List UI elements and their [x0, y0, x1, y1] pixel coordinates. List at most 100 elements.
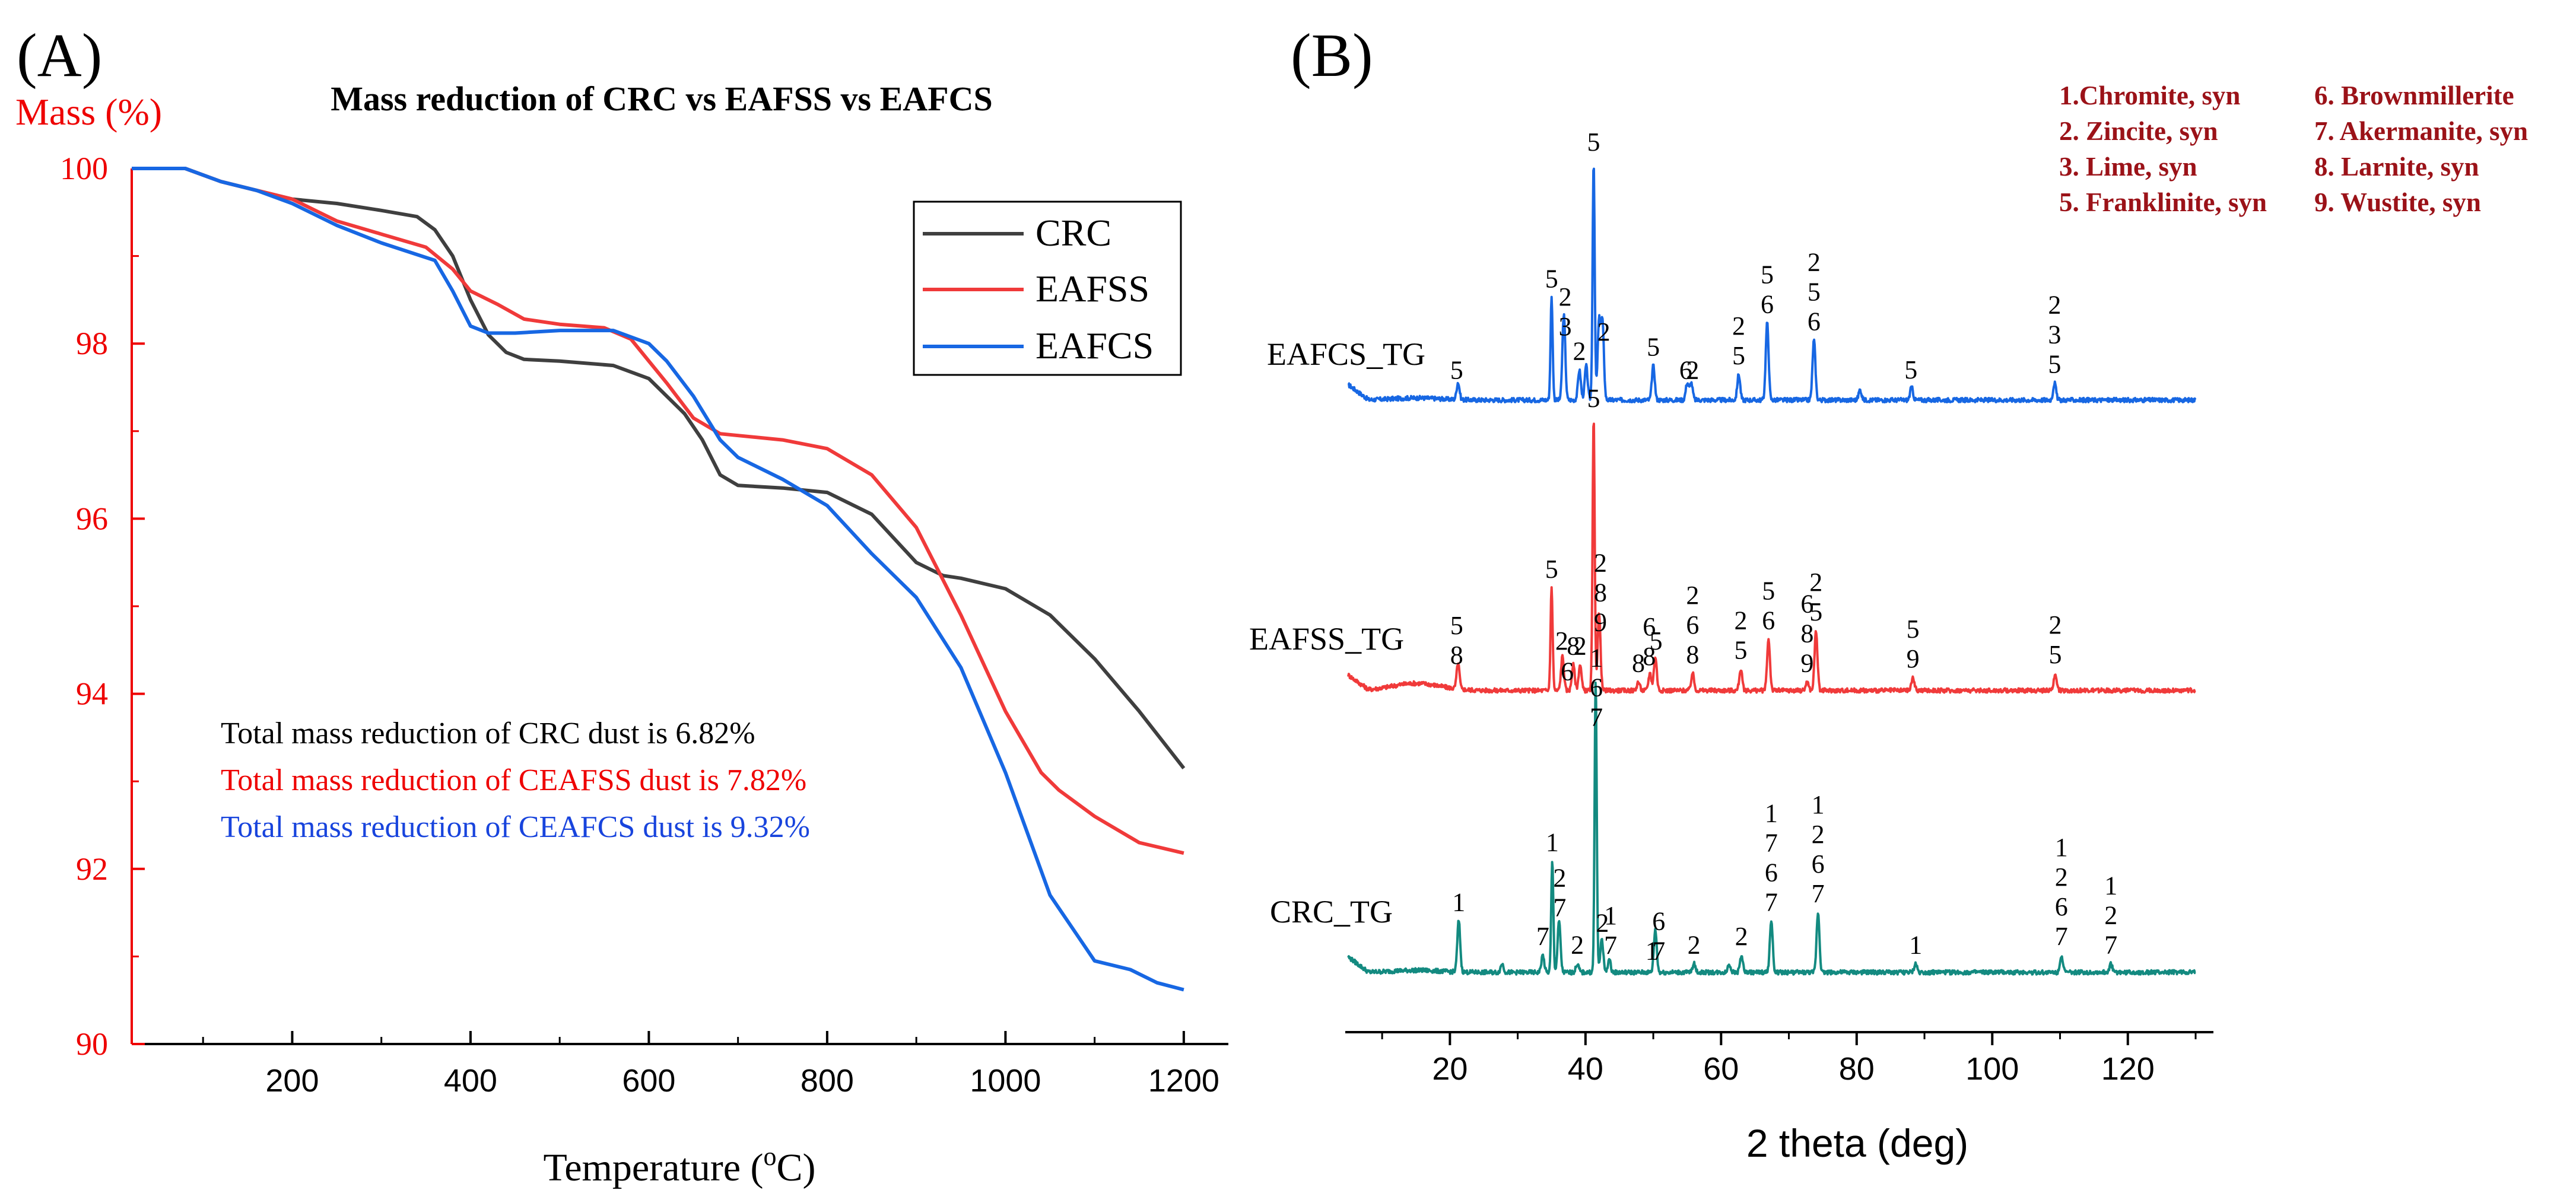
- chart-a-title: Mass reduction of CRC vs EAFSS vs EAFCS: [331, 79, 993, 118]
- peak-label-line: 8: [1643, 642, 1656, 671]
- peak-label-line: 5: [1545, 264, 1558, 293]
- peak-label-line: 6: [1812, 849, 1825, 879]
- peak-label-line: 2: [1555, 626, 1568, 655]
- peak-label-line: 5: [1650, 626, 1663, 655]
- chart-a-xtick-label: 1000: [970, 1063, 1041, 1099]
- peak-label-line: 3: [1559, 312, 1572, 341]
- peak-label: 8: [1632, 648, 1645, 677]
- peak-label: 5: [1545, 264, 1558, 293]
- peak-label-line: 6: [1686, 610, 1699, 639]
- peak-label-line: 7: [1652, 936, 1665, 965]
- chart-a-ytick-label: 94: [76, 676, 108, 712]
- peak-label-line: 6: [1765, 858, 1778, 887]
- peak-label: 2: [1573, 337, 1586, 366]
- peak-label-line: 2: [1594, 549, 1607, 578]
- peak-label-line: 5: [1587, 128, 1600, 157]
- peak-label-line: 2: [1688, 931, 1701, 960]
- annotation-crc: Total mass reduction of CRC dust is 6.82…: [221, 717, 755, 750]
- peak-label-line: 9: [1594, 608, 1607, 637]
- peak-label-line: 5: [1734, 636, 1747, 665]
- peak-label-line: 6: [1561, 657, 1574, 686]
- peak-label-line: 1: [1765, 799, 1778, 828]
- peak-label: 2: [1686, 356, 1699, 385]
- peak-label-line: 5: [1450, 356, 1463, 385]
- peak-label-line: 1: [1812, 790, 1825, 819]
- peak-label-line: 6: [1643, 612, 1656, 641]
- chart-a-ylabel: Mass (%): [15, 91, 162, 133]
- peak-label-line: 3: [2048, 320, 2061, 349]
- peak-label-line: 7: [1765, 829, 1778, 858]
- peak-label-line: 7: [2055, 922, 2068, 951]
- peak-label-line: 7: [1765, 888, 1778, 917]
- peak-label-line: 2: [1596, 908, 1609, 937]
- peak-label-line: 5: [2049, 640, 2062, 669]
- peak-label-line: 2: [1571, 931, 1584, 960]
- peak-label-line: 1: [1590, 644, 1603, 673]
- series-label-eafss: EAFSS_TG: [1249, 621, 1404, 657]
- peak-label-line: 9: [1907, 644, 1920, 673]
- legend-entry-2: 2. Zincite, syn: [2059, 116, 2218, 146]
- chart-a-ytick-label: 100: [60, 151, 108, 186]
- xlabel-tail: C): [777, 1146, 816, 1189]
- peak-label-line: 2: [1735, 922, 1748, 951]
- series-line-eafss: [132, 167, 1184, 855]
- peak-label-line: 2: [1597, 317, 1611, 346]
- peak-label: 5: [1904, 355, 1917, 384]
- peak-label-line: 8: [1567, 632, 1580, 661]
- peak-label-line: 6: [2055, 892, 2068, 921]
- chart-a-xtick-label: 1200: [1148, 1063, 1219, 1099]
- peak-label-line: 6: [1808, 307, 1821, 336]
- peak-label-line: 1: [1452, 888, 1465, 917]
- peak-label-line: 5: [1545, 555, 1558, 584]
- peak-label: 2: [1571, 931, 1584, 960]
- xrd-pattern-crc-tg: [1347, 681, 2196, 976]
- legend-entry-3: 3. Lime, syn: [2059, 152, 2197, 182]
- peak-label-line: 7: [1590, 703, 1603, 732]
- peak-label-line: 2: [2049, 610, 2062, 639]
- chart-a-xtick-label: 600: [622, 1063, 675, 1099]
- chart-a-xtick-label: 200: [265, 1063, 319, 1099]
- peak-label-line: 8: [1632, 648, 1645, 677]
- peak-label: 5: [1587, 384, 1600, 413]
- peak-label-line: 5: [1732, 341, 1745, 370]
- series-line-eafcs: [132, 167, 1184, 992]
- peak-label-line: 7: [1536, 922, 1549, 951]
- legend-entry-8: 8. Larnite, syn: [2314, 152, 2479, 182]
- peak-label-line: 8: [1450, 641, 1463, 670]
- series-line-crc: [132, 167, 1186, 769]
- annotation-eafcs: Total mass reduction of CEAFCS dust is 9…: [221, 810, 810, 844]
- peak-label-line: 6: [1800, 589, 1813, 618]
- chart-b-xtick-label: 40: [1568, 1051, 1603, 1087]
- legend-entry-7: 7. Akermanite, syn: [2314, 116, 2528, 146]
- peak-label-line: 5: [1761, 260, 1774, 289]
- peak-label-line: 2: [1574, 632, 1587, 661]
- peak-label-line: 8: [1594, 578, 1607, 607]
- chart-b-xtick-label: 80: [1839, 1051, 1875, 1087]
- peak-label-line: 2: [1686, 581, 1699, 610]
- legend-label-eafss: EAFSS: [1036, 268, 1149, 310]
- chart-b-legend: 1.Chromite, syn 2. Zincite, syn 3. Lime,…: [2059, 81, 2528, 217]
- peak-label-line: 5: [1809, 597, 1822, 626]
- peak-label-line: 6: [1761, 290, 1774, 319]
- peak-label-line: 2: [1734, 606, 1747, 635]
- legend-label-crc: CRC: [1036, 212, 1111, 254]
- peak-label-line: 1: [1646, 936, 1659, 965]
- peak-label-line: 6: [1590, 673, 1603, 702]
- peak-label-line: 2: [1553, 864, 1566, 893]
- series-label-crc: CRC_TG: [1270, 894, 1393, 930]
- chart-b-xtick-label: 60: [1703, 1051, 1739, 1087]
- peak-label-line: 2: [1809, 568, 1822, 597]
- series-label-eafcs: EAFCS_TG: [1267, 336, 1425, 372]
